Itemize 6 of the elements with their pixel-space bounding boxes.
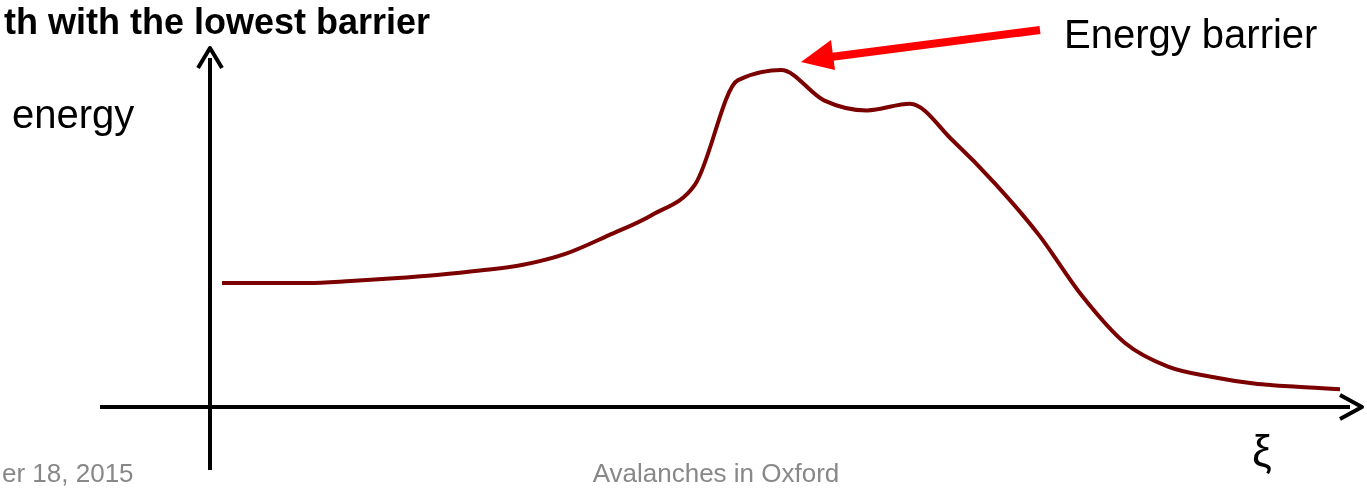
x-axis-title: ξ <box>1252 426 1272 475</box>
text: er 18, 2015 <box>2 458 134 488</box>
y-axis-title: energy <box>12 92 135 136</box>
chart-title: th with the lowest barrier <box>4 1 431 42</box>
text: Energy barrier <box>1064 12 1318 56</box>
text: Avalanches in Oxford <box>592 458 840 488</box>
